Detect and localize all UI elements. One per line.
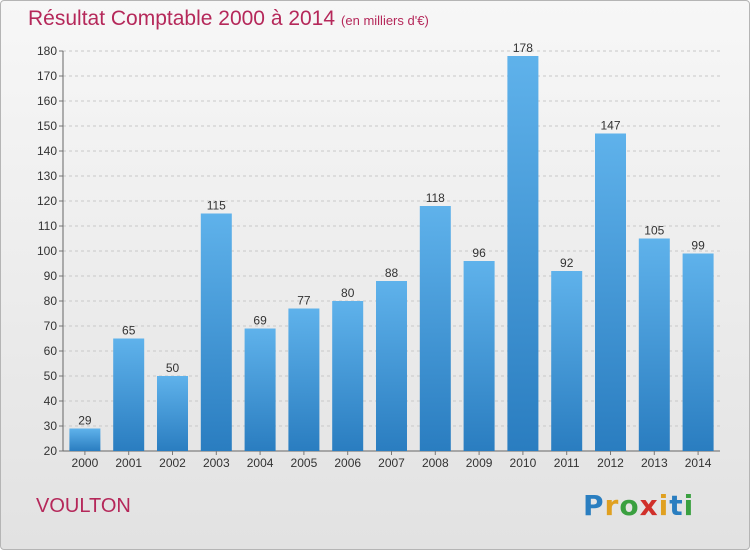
y-tick-label: 110: [38, 219, 57, 233]
y-tick-label: 120: [37, 194, 57, 208]
bar-2006: [332, 301, 364, 451]
x-tick-label: 2000: [72, 456, 99, 470]
x-tick-label: 2004: [247, 456, 274, 470]
bar-2009: [463, 261, 495, 451]
bar-value-label: 96: [472, 246, 486, 260]
y-tick-label: 150: [37, 119, 57, 133]
location-name: VOULTON: [36, 495, 131, 517]
bar-value-label: 115: [207, 199, 226, 213]
y-tick-label: 20: [44, 444, 58, 458]
y-tick-label: 80: [44, 294, 58, 308]
x-tick-label: 2009: [466, 456, 493, 470]
bar-value-label: 50: [166, 361, 180, 375]
proxiti-logo[interactable]: Proxiti: [583, 489, 694, 522]
bar-2011: [551, 271, 583, 451]
logo-letter: r: [604, 489, 620, 522]
logo-letter: P: [583, 489, 605, 522]
x-tick-label: 2001: [115, 456, 142, 470]
y-tick-label: 100: [37, 244, 57, 258]
logo-letter: t: [669, 489, 684, 522]
bar-value-label: 29: [78, 414, 92, 428]
x-tick-label: 2012: [597, 456, 624, 470]
bar-value-label: 92: [560, 256, 574, 270]
x-tick-label: 2006: [334, 456, 361, 470]
logo-letter: i: [683, 489, 695, 522]
logo-letter: i: [658, 489, 670, 522]
bar-2003: [200, 213, 232, 451]
y-tick-label: 70: [44, 319, 58, 333]
bar-value-label: 118: [426, 191, 445, 205]
bar-2010: [507, 56, 539, 451]
x-tick-label: 2008: [422, 456, 449, 470]
bar-2001: [113, 338, 145, 451]
bar-2013: [638, 238, 670, 451]
labels: 29 65 50 115 69 77 80 88 118 96 178 92 147 105 99: [78, 41, 705, 428]
bar-value-label: 99: [691, 239, 705, 253]
y-tick-label: 170: [37, 69, 57, 83]
y-tick-label: 60: [44, 344, 58, 358]
bar-2007: [376, 281, 407, 451]
x-tick-label: 2003: [203, 456, 230, 470]
bar-value-label: 147: [600, 119, 620, 133]
bar-2012: [595, 133, 626, 451]
bar-2000: [69, 428, 101, 451]
bar-2005: [288, 308, 320, 451]
y-tick-label: 40: [44, 394, 58, 408]
bar-2014: [682, 253, 714, 451]
chart-subtitle: (en milliers d'€): [341, 13, 429, 28]
x-tick-label: 2014: [685, 456, 712, 470]
bar-2004: [244, 328, 276, 451]
bar-value-label: 69: [253, 314, 267, 328]
bar-2008: [419, 206, 451, 451]
y-tick-label: 140: [37, 144, 57, 158]
bar-value-label: 65: [122, 324, 136, 338]
x-tick-label: 2013: [641, 456, 668, 470]
bar-2002: [157, 376, 188, 451]
y-tick-label: 160: [37, 94, 57, 108]
x-tick-label: 2002: [159, 456, 186, 470]
logo-letter: o: [619, 489, 640, 522]
bar-value-label: 178: [513, 41, 533, 55]
x-tick-label: 2007: [378, 456, 405, 470]
bar-value-label: 88: [385, 266, 399, 280]
x-tick-label: 2005: [291, 456, 318, 470]
bars: [69, 56, 714, 451]
y-tick-label: 130: [37, 169, 57, 183]
y-tick-label: 50: [44, 369, 58, 383]
bar-value-label: 80: [341, 286, 355, 300]
chart-title-text: Résultat Comptable 2000 à 2014: [28, 7, 336, 30]
bar-value-label: 77: [297, 294, 311, 308]
x-tick-label: 2011: [554, 456, 580, 470]
chart-title: Résultat Comptable 2000 à 2014 (en millie…: [28, 7, 429, 31]
y-tick-label: 90: [44, 269, 58, 283]
y-tick-label: 180: [37, 44, 57, 58]
x-tick-label: 2010: [510, 456, 537, 470]
logo-letter: x: [639, 489, 659, 522]
y-tick-label: 30: [44, 419, 58, 433]
bar-value-label: 105: [644, 224, 664, 238]
